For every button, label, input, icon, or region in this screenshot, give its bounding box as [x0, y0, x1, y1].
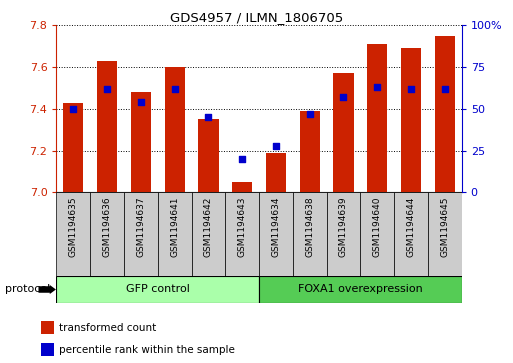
- Bar: [300, 111, 320, 192]
- FancyBboxPatch shape: [259, 276, 462, 303]
- FancyBboxPatch shape: [56, 192, 90, 276]
- FancyBboxPatch shape: [56, 276, 259, 303]
- Bar: [97, 61, 117, 192]
- Point: [340, 94, 348, 100]
- Point: [238, 156, 246, 162]
- Text: percentile rank within the sample: percentile rank within the sample: [59, 344, 235, 355]
- Text: transformed count: transformed count: [59, 323, 156, 333]
- Bar: [232, 182, 252, 192]
- Bar: [165, 67, 185, 192]
- FancyBboxPatch shape: [394, 192, 428, 276]
- Point: [103, 86, 111, 92]
- FancyBboxPatch shape: [90, 192, 124, 276]
- Bar: [63, 103, 84, 192]
- Point: [272, 143, 280, 148]
- Bar: [401, 48, 421, 192]
- Text: GSM1194635: GSM1194635: [69, 197, 78, 257]
- Text: GSM1194637: GSM1194637: [136, 197, 145, 257]
- Text: GSM1194638: GSM1194638: [305, 197, 314, 257]
- Text: GSM1194639: GSM1194639: [339, 197, 348, 257]
- Bar: [131, 92, 151, 192]
- Text: GSM1194644: GSM1194644: [406, 197, 416, 257]
- Bar: [266, 153, 286, 192]
- FancyBboxPatch shape: [327, 192, 360, 276]
- Point: [69, 106, 77, 112]
- Text: GFP control: GFP control: [126, 285, 190, 294]
- FancyBboxPatch shape: [360, 192, 394, 276]
- Bar: [333, 73, 353, 192]
- Point: [306, 111, 314, 117]
- FancyBboxPatch shape: [225, 192, 259, 276]
- Text: FOXA1 overexpression: FOXA1 overexpression: [298, 285, 423, 294]
- Point: [204, 114, 212, 120]
- Point: [170, 86, 179, 92]
- Bar: [435, 36, 455, 192]
- Text: GSM1194641: GSM1194641: [170, 197, 179, 257]
- Text: GSM1194645: GSM1194645: [440, 197, 449, 257]
- Bar: [367, 44, 387, 192]
- Bar: [198, 119, 219, 192]
- Point: [407, 86, 415, 92]
- FancyBboxPatch shape: [124, 192, 157, 276]
- Text: GSM1194642: GSM1194642: [204, 197, 213, 257]
- Text: GSM1194640: GSM1194640: [373, 197, 382, 257]
- Text: GDS4957 / ILMN_1806705: GDS4957 / ILMN_1806705: [170, 11, 343, 24]
- Point: [441, 86, 449, 92]
- Point: [373, 84, 381, 90]
- FancyBboxPatch shape: [293, 192, 327, 276]
- Text: GSM1194636: GSM1194636: [103, 197, 112, 257]
- Text: GSM1194643: GSM1194643: [238, 197, 247, 257]
- Text: protocol: protocol: [5, 285, 50, 294]
- FancyBboxPatch shape: [157, 192, 191, 276]
- Text: GSM1194634: GSM1194634: [271, 197, 281, 257]
- FancyBboxPatch shape: [259, 192, 293, 276]
- FancyBboxPatch shape: [191, 192, 225, 276]
- Point: [137, 99, 145, 105]
- FancyBboxPatch shape: [428, 192, 462, 276]
